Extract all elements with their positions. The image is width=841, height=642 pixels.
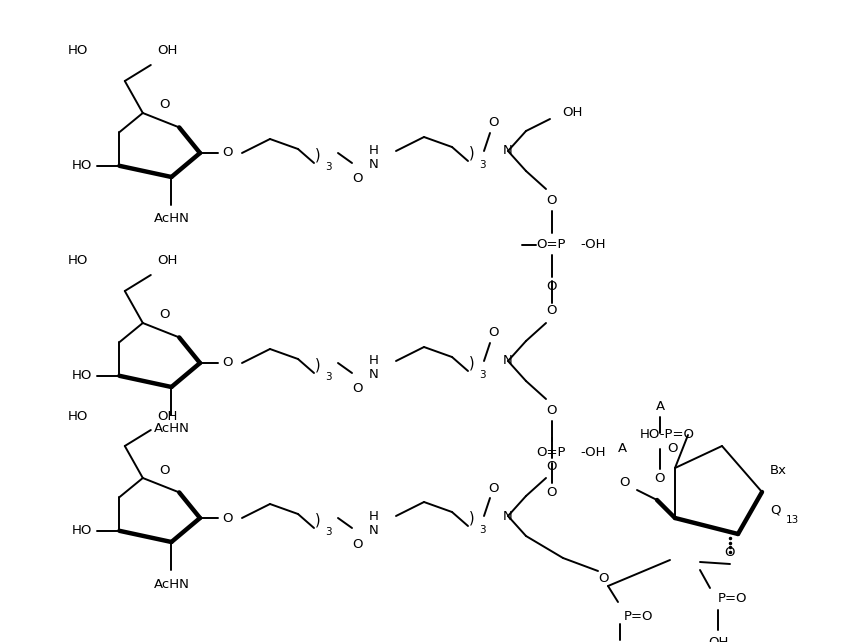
Text: HO: HO: [72, 159, 93, 172]
Text: 3: 3: [325, 162, 331, 172]
Text: HO: HO: [67, 254, 87, 268]
Text: P=O: P=O: [624, 609, 653, 623]
Text: O: O: [352, 537, 363, 550]
Text: OH: OH: [562, 107, 582, 119]
Text: AcHN: AcHN: [153, 578, 189, 591]
Text: O: O: [223, 356, 233, 370]
Text: 3: 3: [479, 525, 485, 535]
Text: O=P: O=P: [536, 238, 565, 252]
Text: Q: Q: [770, 503, 780, 517]
Text: O: O: [547, 487, 558, 499]
Text: N: N: [503, 354, 513, 367]
Text: HO: HO: [72, 369, 93, 382]
Text: HO-P=O: HO-P=O: [640, 428, 695, 442]
Text: O: O: [547, 304, 558, 318]
Text: -OH: -OH: [580, 238, 606, 252]
Text: O: O: [160, 98, 170, 112]
Text: O: O: [547, 281, 558, 293]
Text: O: O: [160, 464, 170, 476]
Text: O: O: [489, 116, 500, 130]
Text: OH: OH: [708, 636, 728, 642]
Text: O: O: [223, 146, 233, 159]
Text: A: A: [655, 401, 664, 413]
Text: O: O: [489, 482, 500, 494]
Text: N: N: [369, 159, 379, 171]
Text: 3: 3: [325, 372, 331, 382]
Text: -OH: -OH: [580, 446, 606, 460]
Text: HO: HO: [72, 525, 93, 537]
Text: O: O: [620, 476, 630, 489]
Text: O: O: [547, 460, 558, 473]
Text: 3: 3: [479, 160, 485, 170]
Text: O: O: [655, 473, 665, 485]
Text: H: H: [369, 510, 379, 523]
Text: N: N: [503, 510, 513, 523]
Text: O: O: [352, 173, 363, 186]
Text: P=O: P=O: [718, 591, 748, 605]
Text: A: A: [618, 442, 627, 456]
Text: O: O: [599, 571, 609, 584]
Text: ): ): [469, 146, 475, 160]
Text: O=P: O=P: [536, 446, 565, 460]
Text: OH: OH: [156, 44, 177, 58]
Text: O: O: [668, 442, 678, 455]
Text: H: H: [369, 144, 379, 157]
Text: O: O: [160, 309, 170, 322]
Text: AcHN: AcHN: [153, 213, 189, 225]
Text: ): ): [469, 356, 475, 370]
Text: ): ): [315, 358, 320, 372]
Text: ): ): [315, 512, 320, 528]
Text: N: N: [369, 369, 379, 381]
Text: AcHN: AcHN: [153, 422, 189, 435]
Text: 3: 3: [479, 370, 485, 380]
Text: HO: HO: [67, 410, 87, 422]
Text: O: O: [223, 512, 233, 525]
Text: O: O: [352, 383, 363, 395]
Text: 13: 13: [786, 515, 799, 525]
Text: Bx: Bx: [770, 464, 787, 476]
Text: HO: HO: [67, 44, 87, 58]
Text: O: O: [547, 195, 558, 207]
Text: ): ): [469, 510, 475, 526]
Text: O: O: [489, 327, 500, 340]
Text: H: H: [369, 354, 379, 367]
Text: N: N: [503, 144, 513, 157]
Text: OH: OH: [156, 410, 177, 422]
Text: O: O: [547, 404, 558, 417]
Text: ): ): [315, 148, 320, 162]
Text: OH: OH: [156, 254, 177, 268]
Text: 3: 3: [325, 527, 331, 537]
Text: O: O: [725, 546, 735, 559]
Text: N: N: [369, 523, 379, 537]
